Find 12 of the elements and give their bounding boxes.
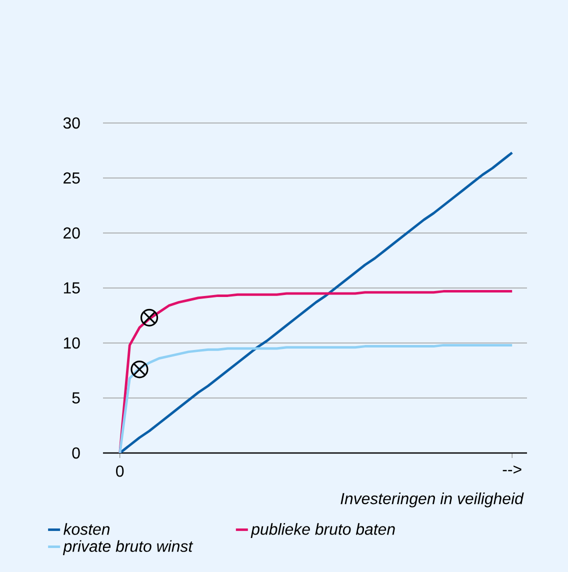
legend-label: publieke bruto baten bbox=[250, 523, 395, 538]
y-tick-label: 5 bbox=[72, 392, 80, 404]
x-tick-label: --> bbox=[502, 466, 522, 474]
x-axis-title: Investeringen in veiligheid bbox=[340, 492, 524, 508]
legend-label: kosten bbox=[64, 523, 110, 535]
y-tick-label: 25 bbox=[64, 172, 80, 184]
y-tick-label: 0 bbox=[72, 447, 80, 459]
y-tick-label: 15 bbox=[64, 282, 80, 294]
legend-label: private bruto winst bbox=[62, 540, 194, 556]
y-tick-label: 20 bbox=[64, 227, 80, 239]
y-tick-label: 10 bbox=[64, 337, 80, 349]
y-tick-label: 30 bbox=[63, 117, 80, 129]
